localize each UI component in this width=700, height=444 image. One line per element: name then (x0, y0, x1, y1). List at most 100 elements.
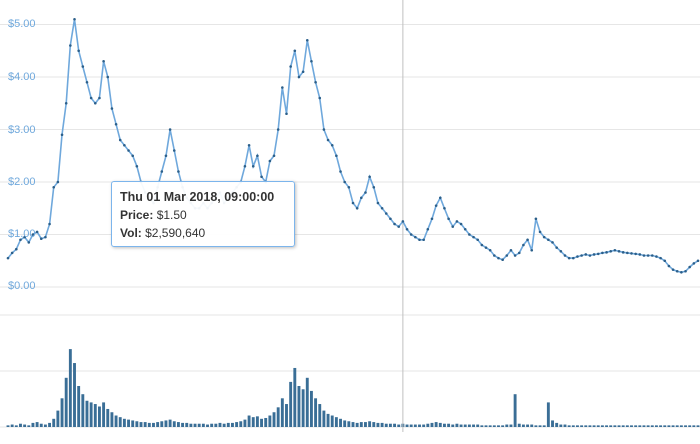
price-point (177, 170, 180, 173)
volume-bar (206, 424, 209, 427)
price-point (368, 175, 371, 179)
price-point (330, 143, 334, 147)
price-point (326, 138, 330, 142)
price-point (397, 225, 401, 228)
price-point (455, 220, 459, 223)
price-point (447, 217, 450, 221)
price-point (451, 225, 455, 228)
volume-bar (484, 425, 488, 427)
volume-bar (339, 418, 342, 427)
price-point (509, 248, 513, 252)
price-point (343, 180, 346, 184)
volume-bar (364, 422, 367, 427)
volume-bar (285, 404, 288, 427)
price-point (44, 235, 47, 239)
volume-bar (160, 421, 164, 427)
price-point (297, 75, 301, 79)
volume-bar (646, 425, 650, 427)
price-point (10, 251, 14, 255)
volume-bar (185, 422, 189, 427)
volume-bar (526, 424, 530, 427)
volume-bar (318, 404, 322, 427)
volume-bar (77, 386, 81, 427)
price-point (310, 59, 313, 63)
volume-bar (472, 424, 475, 427)
volume-bar (347, 421, 351, 427)
volume-bar (280, 398, 284, 427)
price-point (164, 154, 168, 158)
volume-bar (301, 389, 305, 427)
volume-bar (314, 398, 318, 427)
price-point (659, 256, 662, 260)
price-point (114, 122, 118, 126)
price-point (89, 96, 93, 100)
price-point (655, 255, 658, 258)
tooltip-vol-row: Vol: $2,590,640 (120, 224, 286, 242)
price-point (281, 86, 284, 89)
price-point (443, 206, 446, 210)
price-point (131, 154, 134, 158)
price-point (621, 251, 625, 254)
volume-bar (131, 420, 135, 427)
volume-bar (609, 425, 613, 427)
volume-bar (235, 422, 239, 427)
volume-bar (455, 423, 459, 427)
volume-bar (176, 422, 180, 427)
price-point (85, 80, 89, 84)
price-point (31, 233, 35, 236)
price-point (364, 191, 367, 194)
price-point (135, 164, 139, 168)
volume-bar (480, 425, 484, 427)
price-point (384, 212, 388, 215)
volume-bar (81, 394, 85, 427)
price-point (547, 238, 550, 242)
price-point (463, 227, 467, 231)
price-point (646, 254, 650, 257)
price-point (35, 230, 39, 234)
price-point (168, 128, 172, 131)
price-point (468, 233, 471, 236)
price-point (596, 252, 600, 256)
volume-bar (297, 386, 301, 427)
price-point (243, 164, 247, 168)
volume-bar (247, 415, 251, 427)
volume-bar (201, 423, 205, 427)
price-point (576, 255, 579, 258)
price-point (580, 254, 583, 257)
price-point (609, 250, 613, 253)
volume-bar (426, 423, 430, 427)
volume-bar (372, 422, 376, 427)
price-point (505, 254, 509, 257)
volume-bar (127, 419, 130, 427)
price-point (617, 250, 621, 253)
price-point (692, 262, 696, 265)
volume-bar (255, 416, 259, 427)
volume-bar (110, 412, 114, 427)
volume-bar (122, 418, 126, 427)
volume-bar (289, 381, 293, 427)
volume-bar (413, 424, 417, 427)
price-point (81, 65, 85, 68)
volume-bar (260, 418, 264, 427)
price-point (667, 264, 671, 268)
volume-bar (214, 423, 218, 427)
price-point (484, 246, 488, 249)
volume-bar (546, 402, 550, 427)
volume-bar (559, 424, 563, 427)
volume-bar (89, 402, 93, 427)
volume-bar (621, 425, 625, 427)
price-point (567, 256, 571, 260)
volume-bar (592, 425, 596, 427)
volume-bar (638, 425, 642, 427)
price-point (160, 170, 164, 173)
tooltip-price-row: Price: $1.50 (120, 206, 286, 224)
volume-bar (605, 425, 609, 427)
price-point (123, 143, 126, 147)
volume-bar (434, 422, 438, 427)
price-point (584, 253, 588, 256)
price-point (688, 265, 691, 269)
volume-bar (19, 423, 22, 427)
volume-bar (218, 422, 222, 427)
